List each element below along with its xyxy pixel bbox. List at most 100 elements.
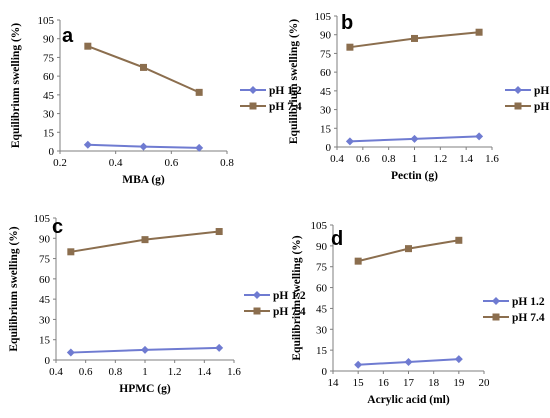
chart-panel-d: 0 15 30 45 60 75 90 105 14 15 16 17 18 19 20 Acrylic ac… xyxy=(291,220,545,406)
y-tick-label: 90 xyxy=(39,233,51,245)
panel-letter: d xyxy=(331,228,343,250)
y-tick-label: 60 xyxy=(316,283,328,295)
data-point-ph-1-2 xyxy=(345,137,354,146)
x-tick-label: 1.6 xyxy=(227,366,241,378)
legend-label: pH 1.2 xyxy=(273,290,306,302)
legend-marker xyxy=(514,86,522,94)
y-axis-label: Equilibrium swelling (%) xyxy=(291,235,303,360)
x-tick-label: 14 xyxy=(328,377,340,389)
x-tick-label: 19 xyxy=(453,377,465,389)
legend-label: pH 7.4 xyxy=(534,101,550,113)
y-tick-label: 105 xyxy=(315,11,332,23)
y-tick-label: 90 xyxy=(320,30,332,42)
data-point-ph-7-4 xyxy=(140,63,147,71)
x-axis-label: HPMC (g) xyxy=(119,383,171,395)
chart-panel-c: 0 15 30 45 60 75 90 105 0.4 0.6 0.8 1 1.2 1.4 1.6 HPMC … xyxy=(8,213,306,395)
x-tick-label: 0.2 xyxy=(53,157,67,169)
panel-letter: c xyxy=(52,216,63,238)
x-tick-label: 15 xyxy=(353,377,365,389)
x-tick-label: 0.4 xyxy=(49,366,63,378)
y-tick-label: 105 xyxy=(34,213,51,225)
data-point-ph-1-2 xyxy=(215,343,224,352)
legend-label: pH 7.4 xyxy=(273,306,306,318)
y-tick-label: 30 xyxy=(320,105,332,117)
legend-label: pH 7.4 xyxy=(269,101,302,113)
x-tick-label: 0.6 xyxy=(356,153,370,165)
y-tick-label: 0 xyxy=(45,355,51,367)
y-tick-label: 105 xyxy=(38,15,55,27)
data-point-ph-7-4 xyxy=(84,42,92,50)
y-tick-label: 30 xyxy=(43,109,55,121)
y-tick-label: 15 xyxy=(316,345,328,357)
data-point-ph-1-2 xyxy=(410,134,419,143)
y-tick-label: 60 xyxy=(320,67,332,79)
x-tick-label: 1.4 xyxy=(459,153,473,165)
y-tick-label: 90 xyxy=(43,34,55,46)
x-tick-label: 1 xyxy=(412,153,418,165)
y-tick-label: 60 xyxy=(39,274,51,286)
data-point-ph-7-4 xyxy=(67,248,75,256)
x-tick-label: 17 xyxy=(403,377,415,389)
legend-label: pH 7.4 xyxy=(512,312,545,324)
legend-marker xyxy=(249,102,257,110)
y-axis-label: Equilibrium swelling (%) xyxy=(288,19,300,144)
data-point-ph-7-4 xyxy=(455,236,463,244)
x-tick-label: 0.8 xyxy=(220,157,234,169)
y-tick-label: 15 xyxy=(320,123,332,135)
data-point-ph-1-2 xyxy=(139,142,148,151)
legend-marker xyxy=(492,313,500,321)
y-tick-label: 0 xyxy=(49,146,55,158)
data-point-ph-7-4 xyxy=(195,88,203,96)
data-point-ph-1-2 xyxy=(83,140,92,149)
legend-marker xyxy=(253,307,261,315)
data-point-ph-7-4 xyxy=(141,236,149,244)
y-tick-label: 45 xyxy=(320,86,332,98)
legend-marker xyxy=(253,291,261,299)
x-tick-label: 0.4 xyxy=(330,153,344,165)
legend-marker xyxy=(249,86,257,94)
y-tick-label: 60 xyxy=(43,71,55,83)
legend-label: pH 1.2 xyxy=(512,296,545,308)
x-tick-label: 18 xyxy=(428,377,440,389)
y-tick-label: 15 xyxy=(43,127,55,139)
data-point-ph-1-2 xyxy=(141,345,149,354)
data-point-ph-1-2 xyxy=(404,357,413,366)
data-point-ph-1-2 xyxy=(475,132,484,141)
y-tick-label: 75 xyxy=(39,254,51,266)
y-tick-label: 45 xyxy=(43,90,55,102)
x-tick-label: 1.2 xyxy=(433,153,447,165)
data-point-ph-1-2 xyxy=(195,143,204,152)
data-point-ph-7-4 xyxy=(354,257,362,265)
x-tick-label: 0.8 xyxy=(108,366,122,378)
legend-label: pH 1.2 xyxy=(534,85,550,97)
panel-letter: a xyxy=(62,25,74,47)
x-tick-label: 0.6 xyxy=(79,366,93,378)
y-tick-label: 45 xyxy=(39,294,51,306)
data-point-ph-7-4 xyxy=(346,43,354,51)
y-tick-label: 75 xyxy=(320,48,332,60)
y-tick-label: 75 xyxy=(43,52,55,64)
x-tick-label: 1 xyxy=(142,366,148,378)
x-tick-label: 1.4 xyxy=(197,366,211,378)
data-point-ph-7-4 xyxy=(411,34,418,42)
legend-marker xyxy=(492,297,500,305)
x-tick-label: 20 xyxy=(479,377,491,389)
y-tick-label: 105 xyxy=(311,220,328,232)
data-point-ph-1-2 xyxy=(454,355,463,364)
y-tick-label: 0 xyxy=(322,366,328,378)
y-tick-label: 45 xyxy=(316,303,328,315)
y-tick-label: 30 xyxy=(39,314,51,326)
data-point-ph-7-4 xyxy=(405,245,412,253)
legend-marker xyxy=(514,102,522,110)
chart-panel-a: 0 15 30 45 60 75 90 105 0.2 0.4 0.6 0.8 MBA (g) Equil… xyxy=(10,15,302,186)
y-tick-label: 90 xyxy=(316,241,328,253)
y-axis-label: Equilibrium swelling (%) xyxy=(8,226,20,351)
x-tick-label: 0.6 xyxy=(164,157,178,169)
x-axis-label: MBA (g) xyxy=(122,174,165,186)
y-tick-label: 0 xyxy=(326,142,332,154)
legend-label: pH 1.2 xyxy=(269,85,302,97)
y-axis-label: Equilibrium swelling (%) xyxy=(10,23,22,148)
x-tick-label: 1.6 xyxy=(485,153,499,165)
x-tick-label: 1.2 xyxy=(168,366,182,378)
